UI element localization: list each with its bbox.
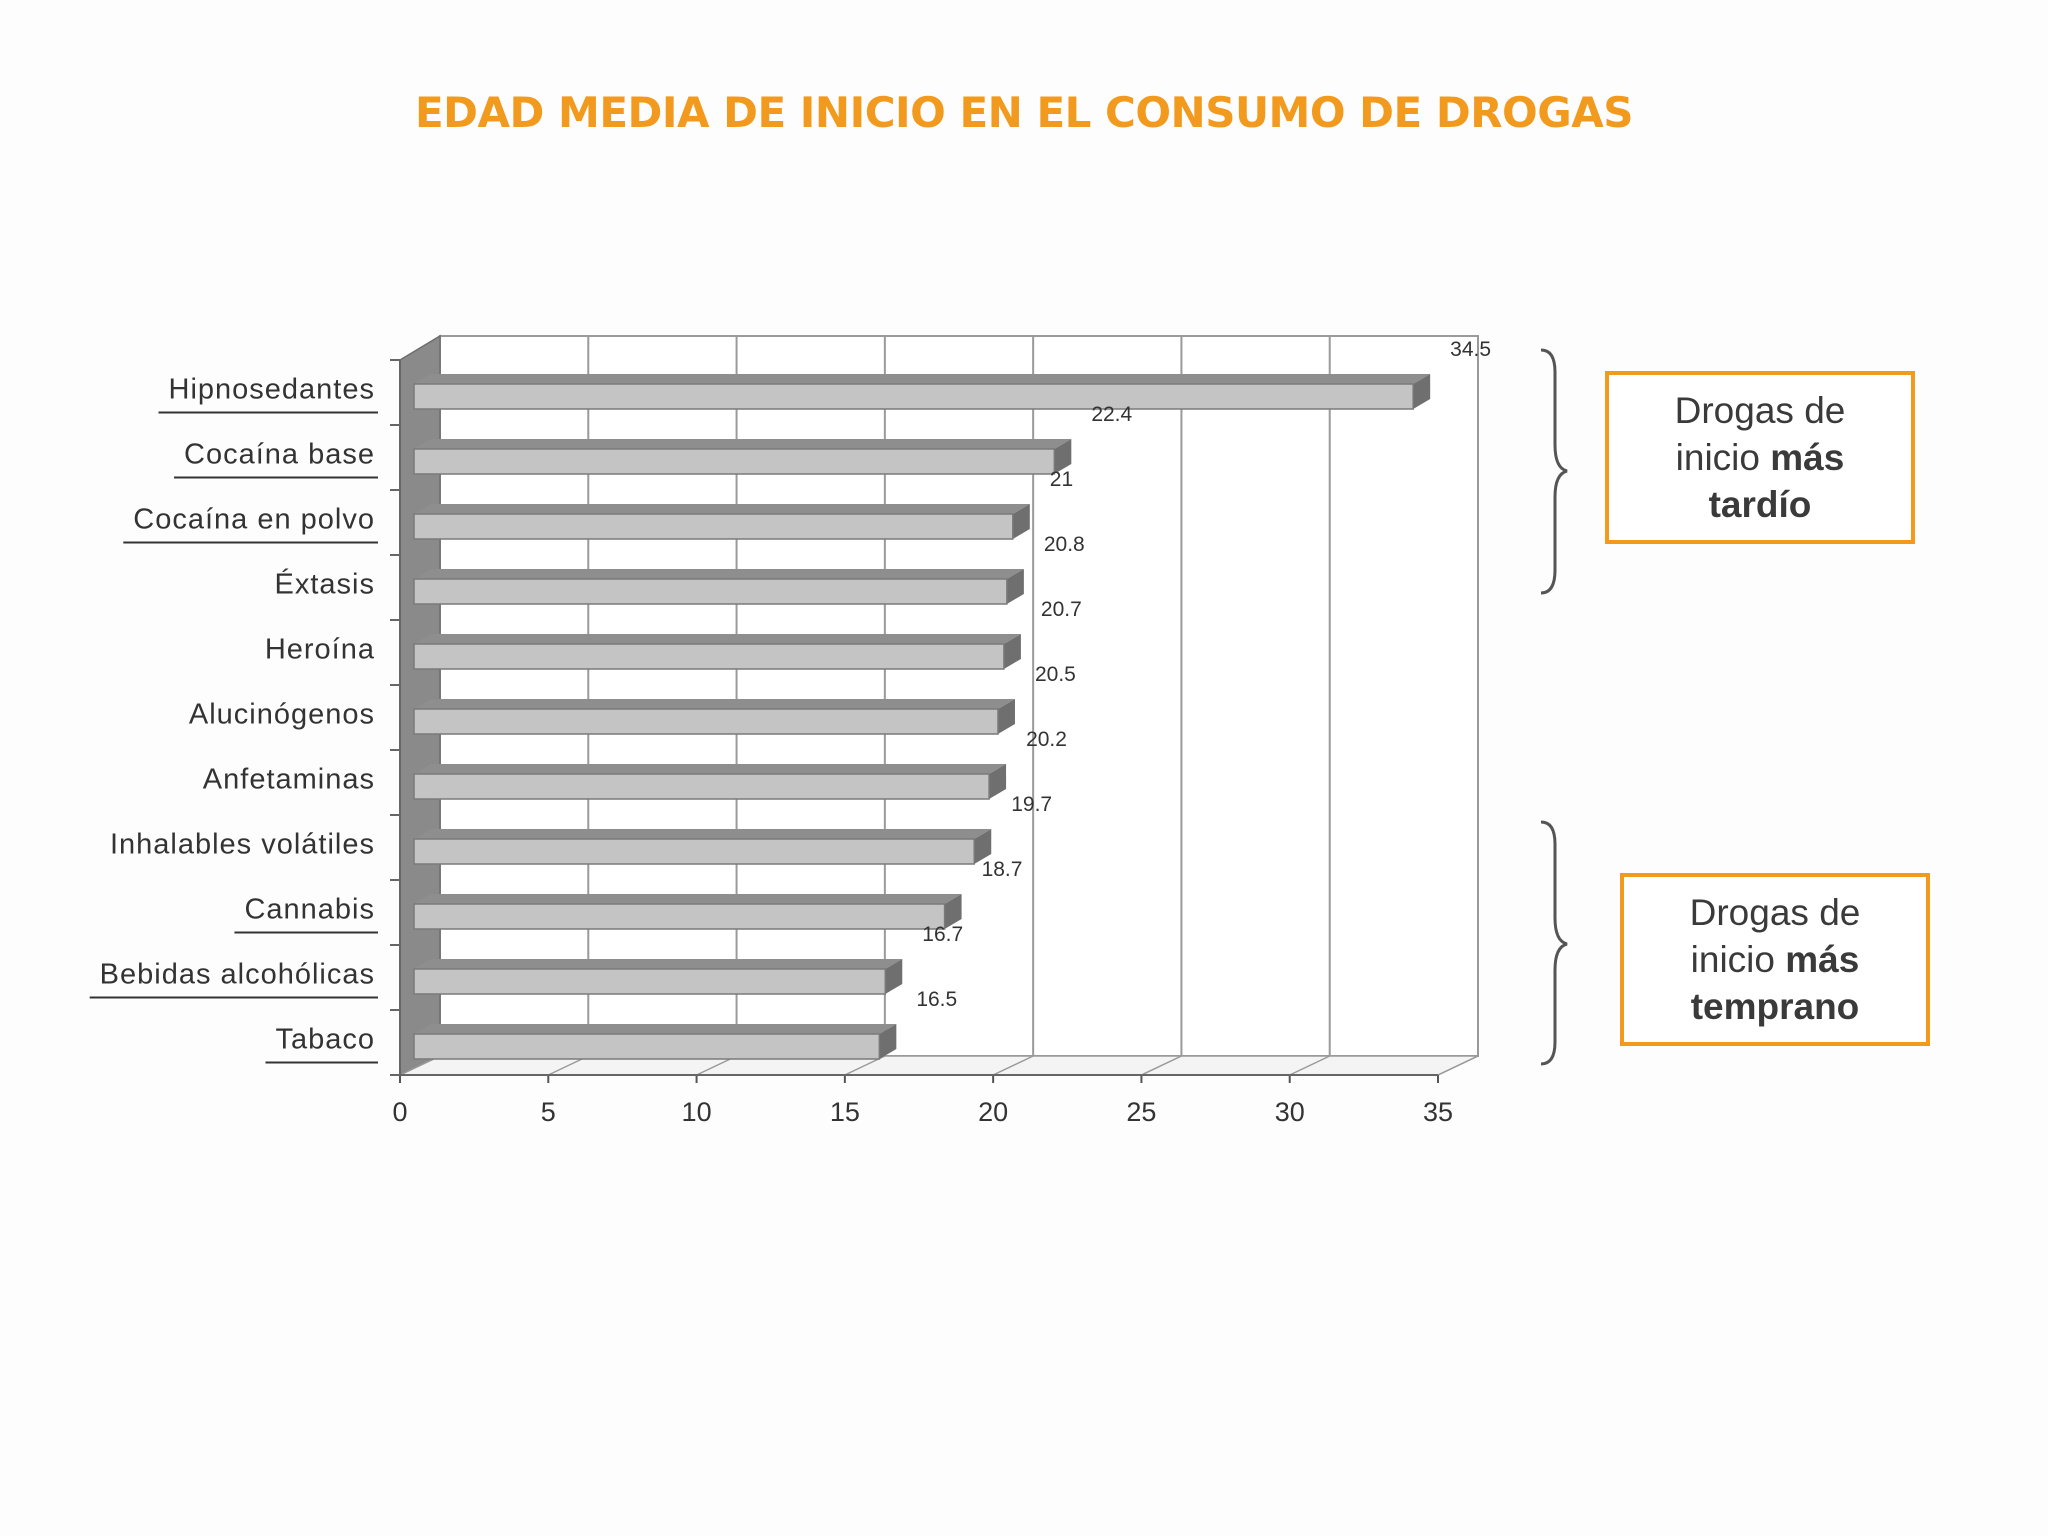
- category-label: Cocaína base: [184, 439, 375, 471]
- bar-front-face: [413, 903, 946, 930]
- bar-end-face: [885, 959, 903, 994]
- floor-gridline: [1289, 1055, 1331, 1076]
- bar-top-face: [414, 634, 1021, 644]
- bar-top-face: [414, 959, 903, 969]
- bar-end-face: [1006, 569, 1024, 604]
- bar-top-face: [414, 894, 962, 904]
- braces: [1540, 348, 1568, 1066]
- brace-late: [1540, 348, 1568, 595]
- x-tick-label: 35: [1423, 1097, 1453, 1127]
- bar-front-face: [413, 643, 1005, 670]
- early-onset-box: Drogas de inicio más temprano: [1620, 873, 1930, 1046]
- bar-front-face: [413, 1033, 881, 1060]
- category-label: Heroína: [265, 634, 375, 666]
- category-labels: Hipnosedantes Cocaína base Cocaína en polv…: [89, 374, 378, 1064]
- category-label: Hipnosedantes: [169, 374, 375, 406]
- bar-top-face: [414, 569, 1024, 579]
- early-line1: Drogas de: [1689, 892, 1861, 933]
- value-label: 20.8: [1044, 533, 1085, 556]
- category-label: Éxtasis: [275, 568, 375, 601]
- late-line2-prefix: inicio: [1675, 437, 1771, 478]
- bar: [413, 764, 1007, 800]
- bar-top-face: [414, 1024, 897, 1034]
- bar-front-face: [413, 448, 1056, 475]
- bar-end-face: [879, 1024, 897, 1059]
- bar-end-face: [1054, 439, 1072, 474]
- x-tick-label: 15: [830, 1097, 860, 1127]
- bar-end-face: [997, 699, 1015, 734]
- bar: [413, 634, 1021, 670]
- bar-top-face: [414, 374, 1431, 384]
- bar-end-face: [1012, 504, 1030, 539]
- early-line2-prefix: inicio: [1690, 939, 1786, 980]
- value-labels: 34.5 22.4 21 20.8 20.7 20.5 20.2 19.7 18.7 16.7 16…: [916, 338, 1491, 1011]
- bar-front-face: [413, 578, 1008, 605]
- bar: [413, 959, 903, 995]
- bar-front-face: [413, 968, 887, 995]
- bar-end-face: [1413, 374, 1431, 409]
- x-tick-label: 20: [978, 1097, 1008, 1127]
- floor-gridline: [1437, 1055, 1479, 1076]
- floor-gridline: [992, 1055, 1034, 1076]
- late-line2-bold: más: [1770, 437, 1845, 478]
- value-label: 16.7: [922, 923, 963, 946]
- category-label: Anfetaminas: [203, 764, 375, 796]
- value-label: 20.2: [1026, 728, 1067, 751]
- x-axis-ticks: 0 5 10 15 20 25 30 35: [390, 359, 1453, 1127]
- bar-top-face: [414, 764, 1007, 774]
- bar: [413, 894, 962, 930]
- bar-front-face: [413, 838, 975, 865]
- bar: [413, 504, 1030, 540]
- value-label: 18.7: [982, 858, 1023, 881]
- bar: [413, 439, 1072, 475]
- bar-end-face: [974, 829, 992, 864]
- category-label: Bebidas alcohólicas: [100, 959, 375, 991]
- x-tick-label: 5: [541, 1097, 556, 1127]
- category-label: Cocaína en polvo: [133, 504, 375, 536]
- value-label: 16.5: [916, 988, 957, 1011]
- x-tick-label: 30: [1275, 1097, 1305, 1127]
- bar: [413, 569, 1024, 605]
- category-label: Cannabis: [244, 894, 375, 926]
- category-label: Alucinógenos: [189, 699, 375, 731]
- bars: [413, 374, 1431, 1060]
- value-label: 20.7: [1041, 598, 1082, 621]
- x-tick-label: 25: [1126, 1097, 1156, 1127]
- x-tick-label: 10: [682, 1097, 712, 1127]
- bar-front-face: [413, 513, 1014, 540]
- bar: [413, 699, 1015, 735]
- category-label: Tabaco: [275, 1024, 375, 1056]
- value-label: 21: [1050, 468, 1073, 491]
- bar-end-face: [944, 894, 962, 929]
- floor-gridline: [1141, 1055, 1182, 1076]
- bar-top-face: [414, 504, 1030, 514]
- bar: [413, 829, 992, 865]
- bar-front-face: [413, 773, 990, 800]
- bar-top-face: [414, 439, 1072, 449]
- bar-top-face: [414, 699, 1015, 709]
- value-label: 22.4: [1091, 403, 1132, 426]
- late-line1: Drogas de: [1674, 390, 1846, 431]
- early-line3-bold: temprano: [1690, 986, 1860, 1027]
- bar: [413, 1024, 897, 1060]
- value-label: 20.5: [1035, 663, 1076, 686]
- bar-front-face: [413, 708, 999, 735]
- bar-end-face: [989, 764, 1007, 799]
- late-line3-bold: tardío: [1708, 484, 1812, 525]
- category-label: Inhalables volátiles: [110, 829, 375, 861]
- bar: [413, 374, 1431, 410]
- early-line2-bold: más: [1785, 939, 1860, 980]
- page-title: EDAD MEDIA DE INICIO EN EL CONSUMO DE DR…: [414, 88, 1634, 137]
- value-label: 19.7: [1011, 793, 1052, 816]
- value-label: 34.5: [1450, 338, 1491, 361]
- bar-top-face: [414, 829, 992, 839]
- x-tick-label: 0: [392, 1097, 407, 1127]
- bar-end-face: [1003, 634, 1021, 669]
- bar-front-face: [413, 383, 1414, 410]
- brace-early: [1540, 820, 1568, 1066]
- late-onset-box: Drogas de inicio más tardío: [1605, 371, 1915, 544]
